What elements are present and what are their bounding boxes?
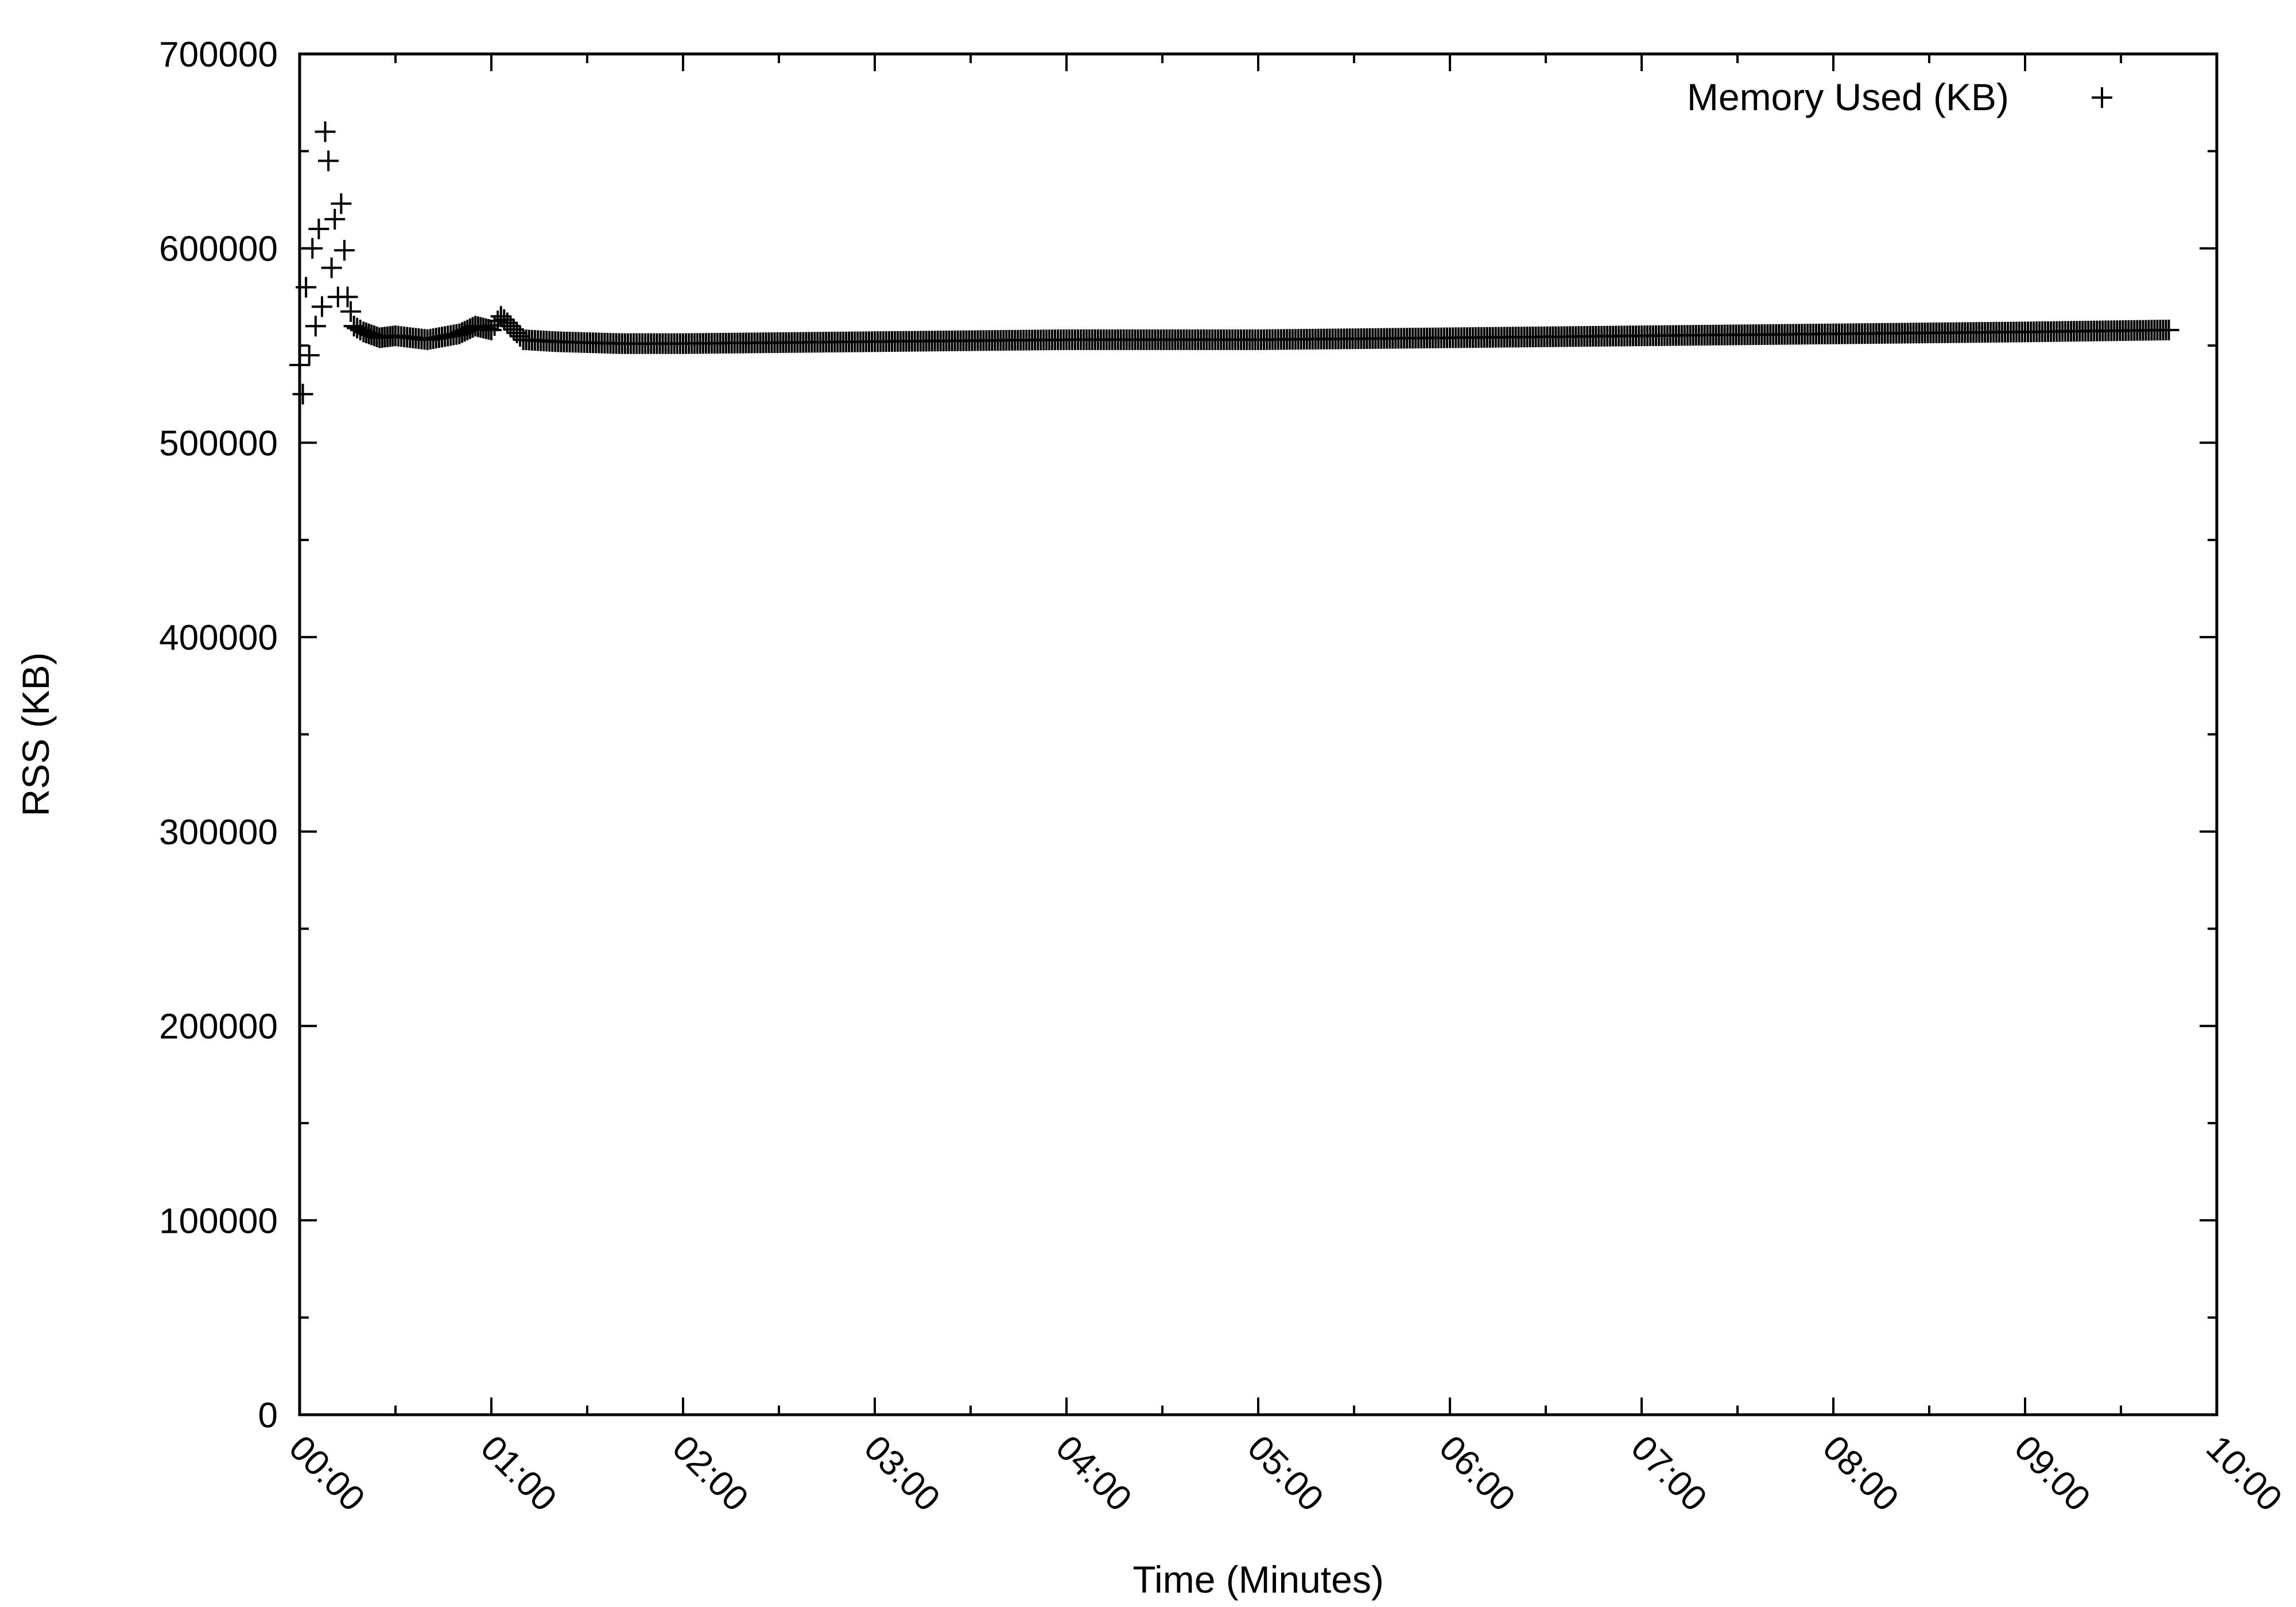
x-tick-label: 00:00 <box>281 1428 373 1519</box>
y-tick-label: 500000 <box>159 424 278 463</box>
x-tick-label: 01:00 <box>473 1428 564 1519</box>
x-tick-label: 04:00 <box>1048 1428 1139 1519</box>
data-point <box>337 286 358 308</box>
data-point <box>296 277 317 298</box>
data-point <box>318 150 339 172</box>
legend-label: Memory Used (KB) <box>1687 76 2009 118</box>
data-point <box>340 301 362 322</box>
data-point <box>298 345 320 366</box>
x-tick-label: 07:00 <box>1623 1428 1715 1519</box>
y-axis-title: RSS (KB) <box>14 652 57 816</box>
data-point <box>2158 319 2179 340</box>
y-tick-label: 100000 <box>159 1201 278 1241</box>
y-axis-ticks: 0 100000 200000 300000 400000 500000 600000 700… <box>159 35 2217 1435</box>
data-point <box>324 208 346 230</box>
y-tick-label: 600000 <box>159 230 278 269</box>
y-tick-label: 700000 <box>159 35 278 75</box>
x-tick-label: 06:00 <box>1432 1428 1523 1519</box>
data-point <box>308 218 329 239</box>
x-tick-label: 08:00 <box>1815 1428 1906 1519</box>
data-point <box>305 316 326 337</box>
y-tick-label: 300000 <box>159 813 278 852</box>
legend-plus-icon <box>2092 87 2112 108</box>
data-points <box>289 121 2179 405</box>
x-tick-label: 02:00 <box>665 1428 756 1519</box>
x-tick-label: 09:00 <box>2007 1428 2098 1519</box>
legend-marker <box>2092 87 2112 108</box>
data-point <box>315 121 336 142</box>
data-point <box>302 238 323 259</box>
plot-area-frame <box>298 52 2219 1416</box>
x-axis-title: Time (Minutes) <box>1133 1558 1384 1601</box>
data-point <box>333 240 355 261</box>
x-tick-label: 10:00 <box>2198 1428 2290 1519</box>
x-axis-ticks: 00:00 01:00 02:00 03:00 04:00 05:00 06:00 07:00… <box>281 54 2290 1519</box>
y-tick-label: 0 <box>258 1396 278 1435</box>
data-point <box>289 354 310 375</box>
data-point <box>311 296 332 317</box>
data-point <box>331 193 352 214</box>
data-point <box>321 257 342 278</box>
y-tick-label: 400000 <box>159 618 278 658</box>
legend: Memory Used (KB) <box>1687 76 2112 118</box>
y-tick-label: 200000 <box>159 1007 278 1047</box>
data-point <box>292 383 313 405</box>
x-tick-label: 05:00 <box>1240 1428 1331 1519</box>
x-tick-label: 03:00 <box>856 1428 948 1519</box>
